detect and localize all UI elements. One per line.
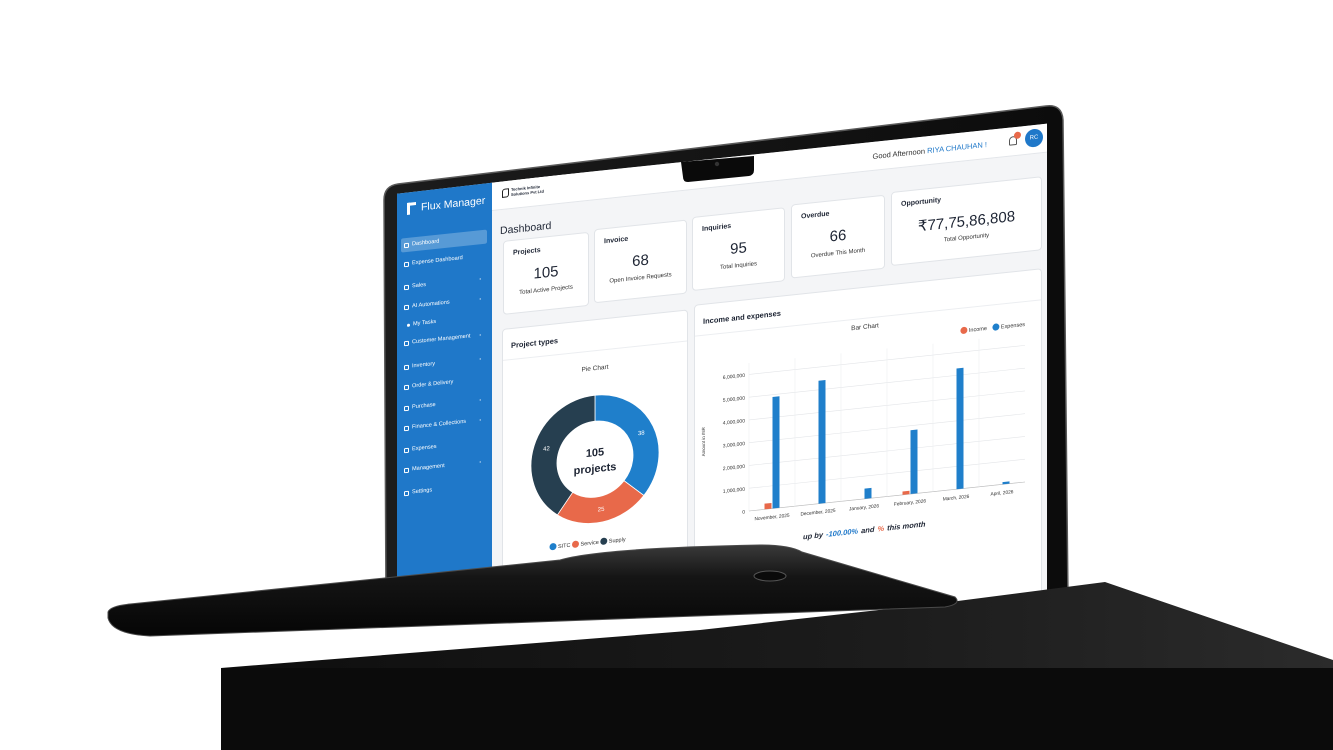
legend-swatch bbox=[992, 323, 1000, 331]
y-tick-label: 2,000,000 bbox=[723, 464, 745, 472]
legend-label: Service bbox=[580, 540, 598, 548]
chart-title: Pie Chart bbox=[581, 364, 608, 374]
y-tick-label: 3,000,000 bbox=[723, 441, 745, 449]
center-value: 105 bbox=[586, 446, 604, 460]
legend-label: Expenses bbox=[1001, 322, 1025, 331]
port bbox=[753, 570, 787, 582]
legend-swatch bbox=[549, 543, 557, 551]
pedestal-front bbox=[221, 668, 1333, 750]
y-axis-label: Amount in INR bbox=[701, 426, 706, 456]
chart-title: Bar Chart bbox=[851, 322, 879, 332]
slice-label: 38 bbox=[638, 430, 645, 437]
bar bbox=[818, 380, 826, 504]
bar bbox=[902, 490, 910, 495]
legend-swatch bbox=[960, 326, 968, 334]
bar bbox=[910, 429, 918, 495]
pie-slice bbox=[530, 394, 596, 516]
legend-swatch bbox=[571, 540, 579, 548]
y-tick-label: 1,000,000 bbox=[723, 487, 745, 495]
x-tick-label: December, 2025 bbox=[800, 508, 835, 518]
y-tick-label: 0 bbox=[742, 509, 745, 515]
y-tick-label: 6,000,000 bbox=[723, 373, 745, 381]
legend-label: SITC bbox=[558, 543, 571, 550]
legend-swatch bbox=[600, 537, 608, 545]
bar bbox=[864, 487, 872, 499]
legend-label: Supply bbox=[609, 537, 626, 545]
camera bbox=[714, 161, 720, 167]
y-tick-label: 5,000,000 bbox=[723, 396, 745, 404]
x-tick-label: November, 2025 bbox=[754, 513, 789, 523]
bar bbox=[1002, 481, 1010, 485]
screen: Flux Manager Dashboard Expense Dashboard S… bbox=[397, 123, 1047, 610]
center-label: projects bbox=[574, 461, 617, 477]
x-tick-label: January, 2026 bbox=[849, 503, 879, 512]
x-tick-label: April, 2026 bbox=[991, 489, 1014, 497]
slice-label: 25 bbox=[598, 507, 605, 514]
laptop-base bbox=[107, 544, 958, 637]
bar-chart: Bar Chart 0 1,000,000 2,000,000 3,000,000 4,0… bbox=[701, 322, 1025, 523]
slice-label: 42 bbox=[543, 446, 550, 453]
project-types-panel: Project types Pie Chart 38 25 42 105 projects… bbox=[502, 309, 688, 610]
bar bbox=[956, 367, 964, 490]
bar bbox=[764, 502, 772, 510]
notch bbox=[681, 156, 754, 182]
income-panel: Income and expenses Bar Chart 0 1,000,000 2… bbox=[694, 268, 1042, 610]
pie-slice bbox=[594, 394, 660, 496]
x-tick-label: February, 2026 bbox=[894, 498, 926, 507]
y-tick-label: 4,000,000 bbox=[723, 418, 745, 426]
bar bbox=[772, 396, 780, 509]
legend-label: Income bbox=[969, 326, 987, 334]
x-tick-label: March, 2026 bbox=[943, 494, 970, 503]
